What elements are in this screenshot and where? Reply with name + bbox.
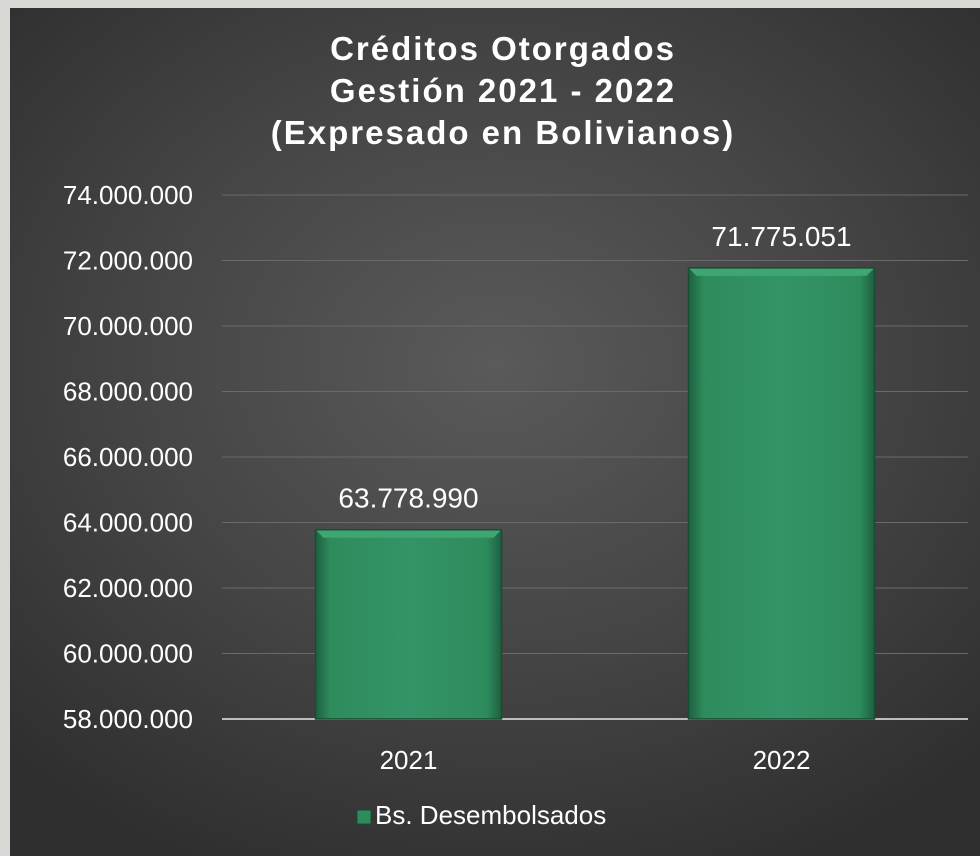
chart-title-line: (Expresado en Bolivianos) [271, 114, 735, 151]
bar-chart: 58.000.000 60.000.000 62.000.000 64.000.000… [63, 30, 968, 830]
y-tick-label: 66.000.000 [63, 442, 193, 472]
chart-title-line: Créditos Otorgados [330, 30, 676, 67]
y-tick-label: 60.000.000 [63, 639, 193, 669]
x-category-label: 2021 [380, 745, 438, 775]
bar-2022 [687, 267, 876, 720]
y-tick-label: 64.000.000 [63, 508, 193, 538]
legend: Bs. Desembolsados [356, 800, 606, 830]
y-tick-label: 68.000.000 [63, 377, 193, 407]
bar-outline [314, 528, 503, 720]
data-labels: 63.778.990 71.775.051 [338, 221, 851, 514]
bar-2021 [314, 528, 503, 720]
data-label: 71.775.051 [711, 221, 851, 252]
bars [314, 267, 876, 720]
legend-label: Bs. Desembolsados [375, 800, 606, 830]
bar-bevel-top [315, 529, 502, 538]
y-tick-label: 58.000.000 [63, 704, 193, 734]
x-axis-categories: 2021 2022 [380, 745, 811, 775]
data-label: 63.778.990 [338, 483, 478, 514]
y-axis-ticks: 58.000.000 60.000.000 62.000.000 64.000.000… [63, 180, 193, 734]
chart-title: Créditos Otorgados Gestión 2021 - 2022 (Ex… [271, 30, 735, 151]
y-tick-label: 72.000.000 [63, 246, 193, 276]
y-tick-label: 62.000.000 [63, 573, 193, 603]
chart-title-line: Gestión 2021 - 2022 [330, 72, 676, 109]
y-tick-label: 74.000.000 [63, 180, 193, 210]
bar-outline [687, 267, 876, 720]
legend-swatch [356, 809, 372, 825]
y-tick-label: 70.000.000 [63, 311, 193, 341]
bar-bevel-top [688, 267, 875, 276]
bar-body [688, 267, 875, 719]
chart-area: 58.000.000 60.000.000 62.000.000 64.000.000… [10, 8, 980, 856]
x-category-label: 2022 [753, 745, 811, 775]
bar-body [315, 529, 502, 719]
